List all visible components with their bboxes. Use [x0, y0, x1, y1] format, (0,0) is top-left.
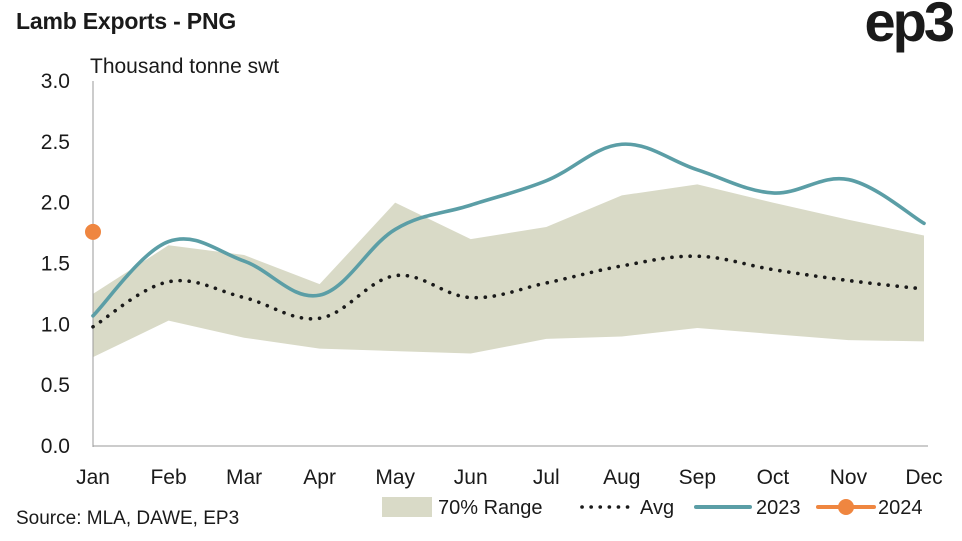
x-tick-label: Jan — [76, 466, 110, 489]
x-tick-label: May — [375, 466, 415, 489]
x-tick-label: Oct — [757, 466, 790, 489]
y-tick-label: 2.5 — [41, 131, 70, 154]
x-tick-label: Nov — [830, 466, 868, 489]
legend-swatch-2024-point — [838, 499, 854, 515]
legend-label: 2024 — [878, 497, 923, 519]
legend: 70% Range Avg 2023 2024 — [382, 497, 923, 519]
legend-label: Avg — [640, 497, 674, 519]
source-note: Source: MLA, DAWE, EP3 — [16, 508, 240, 529]
legend-item-2024: 2024 — [816, 497, 923, 519]
x-tick-label: Jul — [533, 466, 560, 489]
legend-item-70-range: 70% Range — [382, 497, 543, 519]
y-tick-label: 2.0 — [41, 192, 70, 215]
legend-swatch-range — [382, 497, 432, 517]
x-tick-label: Aug — [603, 466, 640, 489]
x-tick-label: Dec — [905, 466, 942, 489]
x-tick-label: Jun — [454, 466, 488, 489]
x-tick-label: Mar — [226, 466, 262, 489]
series-2024-point — [85, 223, 101, 240]
x-tick-label: Sep — [679, 466, 716, 489]
chart-title: Lamb Exports - PNG — [16, 8, 237, 34]
y-axis-unit-label: Thousand tonne swt — [90, 55, 279, 78]
y-tick-label: 1.0 — [41, 313, 70, 336]
y-tick-label: 0.0 — [41, 435, 70, 458]
y-tick-label: 0.5 — [41, 374, 70, 397]
legend-label: 2023 — [756, 497, 801, 519]
legend-label: 70% Range — [438, 497, 543, 519]
series-layer — [85, 142, 926, 329]
y-tick-label: 3.0 — [41, 70, 70, 93]
series-2023-line — [91, 142, 926, 318]
y-tick-label: 1.5 — [41, 253, 70, 276]
legend-item-2023: 2023 — [694, 497, 801, 519]
range-band-layer — [93, 184, 924, 358]
axes-layer: 3.0 2.5 2.0 1.5 1.0 0.5 0.0 Jan Feb Mar Apr May Jun J… — [41, 70, 943, 489]
ep3-logo: ep3 — [864, 0, 955, 53]
x-tick-label: Apr — [303, 466, 336, 489]
range-band-70pct — [93, 184, 924, 358]
legend-item-avg: Avg — [580, 497, 674, 519]
x-tick-label: Feb — [150, 466, 186, 489]
